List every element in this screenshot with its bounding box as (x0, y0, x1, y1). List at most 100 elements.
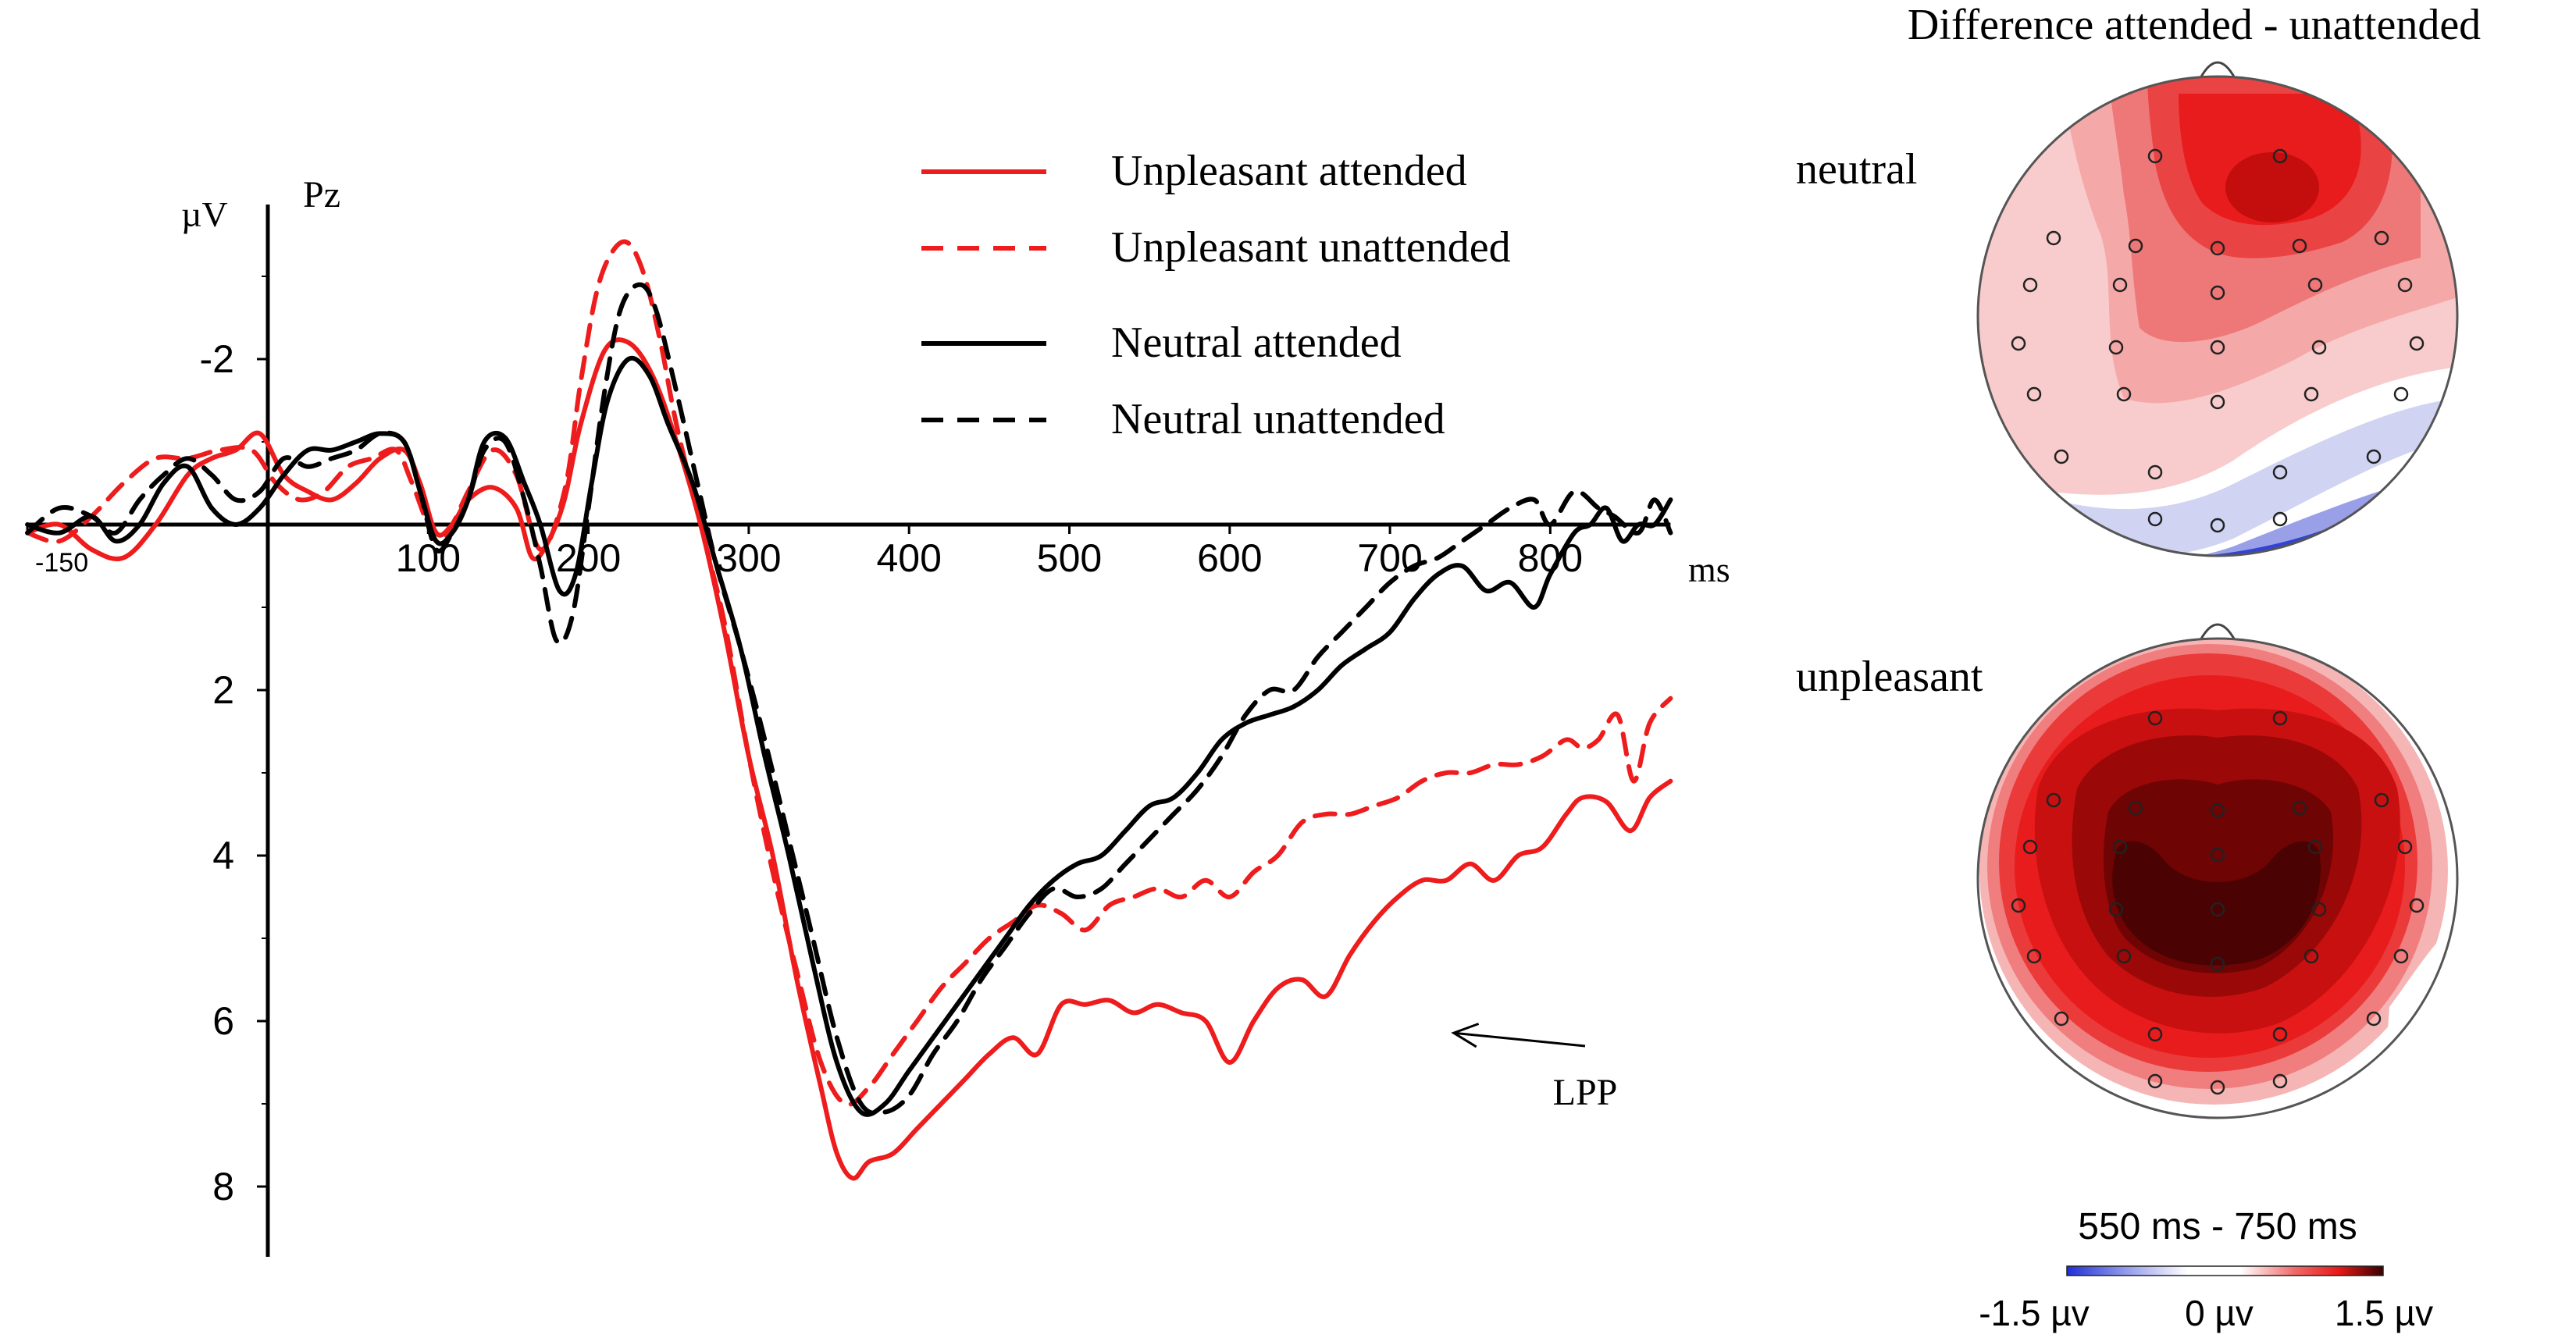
electrode-marker (2272, 710, 2288, 726)
series-line-unpleasant-attended (25, 337, 1673, 1181)
electrode-marker (2026, 386, 2042, 402)
colorbar-tick-max: 1.5 µv (2335, 1293, 2433, 1333)
electrode-marker (2128, 238, 2143, 254)
topomap-neutral (1976, 61, 2459, 557)
electrode-marker (2409, 336, 2425, 351)
electrode-marker (2366, 1011, 2382, 1027)
electrode-marker (2210, 956, 2225, 972)
electrode-marker (2116, 948, 2132, 964)
map-label-neutral: neutral (1796, 145, 1917, 194)
electrode-marker (2272, 1027, 2288, 1042)
topomap-unpleasant (1976, 623, 2459, 1119)
electrode-marker (2210, 1080, 2225, 1095)
electrode-marker (2272, 148, 2288, 164)
electrode-marker (2272, 1073, 2288, 1089)
erp-series-lines (25, 239, 1673, 1181)
colorbar-tick-zero: 0 µv (2185, 1293, 2254, 1333)
electrode-marker (2210, 240, 2225, 256)
electrode-marker (2409, 898, 2425, 913)
electrode-marker (2374, 792, 2389, 808)
x-tick-label: 500 (1037, 536, 1102, 580)
electrode-marker (2022, 277, 2038, 293)
x-tick-label: 700 (1357, 536, 1422, 580)
legend-label: Unpleasant attended (1111, 147, 1467, 195)
electrode-marker (2311, 340, 2327, 355)
topomap-panel: Difference attended - unattended neutral… (1796, 1, 2481, 1333)
electrode-marker (2397, 839, 2413, 855)
electrode-marker (2147, 511, 2163, 527)
electrode-marker (2210, 285, 2225, 301)
nose-shape (2199, 61, 2236, 79)
electrode-marker (2147, 464, 2163, 480)
x-tick-label: 100 (396, 536, 461, 580)
y-tick-label: -2 (200, 337, 234, 381)
electrode-marker (2147, 710, 2163, 726)
electrode-marker (2210, 340, 2225, 355)
x-tick-label: 400 (876, 536, 941, 580)
colorbar-tick-min: -1.5 µv (1979, 1293, 2090, 1333)
channel-label: Pz (303, 174, 340, 215)
y-tick-label: 4 (212, 834, 234, 877)
electrode-marker (2366, 449, 2382, 464)
series-line-neutral-unattended (25, 282, 1673, 1116)
electrode-marker (2374, 230, 2389, 246)
electrode-marker (2210, 802, 2225, 818)
electrode-marker (2112, 277, 2128, 293)
electrodes-neutral (2011, 148, 2425, 533)
lpp-arrow (1453, 1031, 1586, 1048)
electrode-marker (2147, 1073, 2163, 1089)
electrode-marker (2116, 386, 2132, 402)
electrode-marker (2303, 386, 2319, 402)
electrode-marker (2210, 847, 2225, 863)
head-outline (1976, 75, 2459, 557)
electrode-marker (2292, 800, 2307, 816)
electrode-marker (2307, 839, 2323, 855)
nose-shape (2199, 623, 2236, 641)
series-line-unpleasant-unattended (25, 239, 1673, 1108)
x-axis-label: ms (1688, 550, 1730, 589)
electrode-marker (2108, 340, 2124, 355)
x-tick-label: 200 (556, 536, 621, 580)
topomap-title: Difference attended - unattended (1908, 1, 2481, 49)
electrode-marker (2108, 902, 2124, 917)
x-tick-label: -150 (35, 548, 88, 578)
y-axis-label: µV (181, 194, 228, 234)
electrode-marker (2210, 394, 2225, 410)
electrode-marker (2147, 148, 2163, 164)
electrode-marker (2393, 948, 2409, 964)
y-tick-label: 8 (212, 1165, 234, 1208)
electrode-marker (2397, 277, 2413, 293)
electrode-marker (2128, 800, 2143, 816)
legend-label: Neutral attended (1111, 318, 1402, 367)
electrode-marker (2147, 1027, 2163, 1042)
colorbar (2066, 1265, 2384, 1276)
electrode-marker (2272, 511, 2288, 527)
electrode-marker (2026, 948, 2042, 964)
electrode-marker (2307, 277, 2323, 293)
electrode-marker (2210, 902, 2225, 917)
x-tick-label: 300 (716, 536, 781, 580)
electrode-marker (2046, 792, 2061, 808)
map-label-unpleasant: unpleasant (1796, 653, 1983, 701)
head-outline (1976, 637, 2459, 1119)
electrode-marker (2292, 238, 2307, 254)
electrode-marker (2022, 839, 2038, 855)
electrode-marker (2393, 386, 2409, 402)
electrode-marker (2210, 518, 2225, 533)
electrode-marker (2303, 948, 2319, 964)
legend-label: Neutral unattended (1111, 395, 1445, 443)
electrode-marker (2272, 464, 2288, 480)
electrode-marker (2311, 902, 2327, 917)
electrodes-unpleasant (2011, 710, 2425, 1095)
x-tick-label: 600 (1197, 536, 1262, 580)
electrode-marker (2112, 839, 2128, 855)
y-tick-label: 6 (212, 999, 234, 1043)
erp-axes (27, 205, 1671, 1257)
legend-label: Unpleasant unattended (1111, 223, 1511, 272)
y-tick-label: 2 (212, 668, 234, 712)
lpp-annotation: LPP (1451, 1023, 1618, 1113)
electrode-marker (2054, 1011, 2069, 1027)
lpp-label: LPP (1553, 1072, 1618, 1113)
